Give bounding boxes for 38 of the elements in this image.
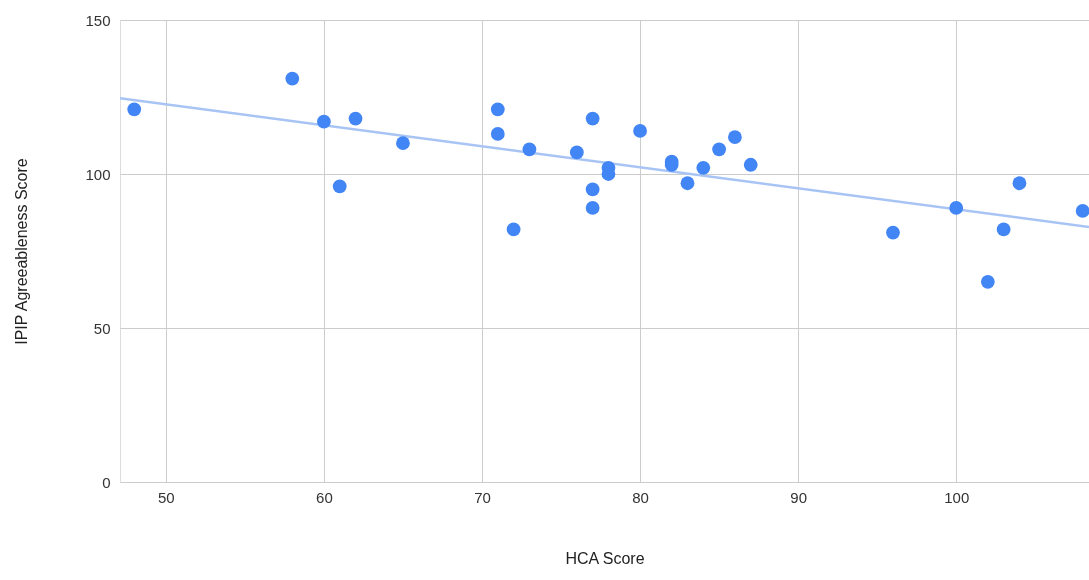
point xyxy=(996,222,1011,237)
point xyxy=(490,127,505,141)
point xyxy=(522,142,537,157)
point xyxy=(743,157,758,172)
point xyxy=(633,124,647,138)
point xyxy=(317,114,331,129)
x-tick-label: 90 xyxy=(790,488,807,506)
x-axis-title: HCA Score xyxy=(565,549,645,567)
point xyxy=(348,111,363,126)
x-tick-label: 50 xyxy=(158,488,175,506)
point xyxy=(396,136,410,151)
x-tick-label: 70 xyxy=(474,488,491,506)
y-tick-label: 0 xyxy=(102,473,111,491)
point xyxy=(949,201,964,215)
y-axis-title: IPIP Agreeableness Score xyxy=(13,158,31,345)
point xyxy=(506,222,521,237)
point xyxy=(569,145,584,160)
point xyxy=(680,176,695,191)
y-tick-label: 100 xyxy=(85,165,111,183)
point xyxy=(127,102,142,117)
y-tick-label: 150 xyxy=(85,11,111,29)
point xyxy=(490,102,505,117)
x-tick-label: 80 xyxy=(632,488,649,506)
point xyxy=(696,160,711,175)
point xyxy=(585,201,600,215)
point xyxy=(980,274,995,289)
point xyxy=(585,182,600,197)
point xyxy=(285,71,300,86)
y-tick-label: 50 xyxy=(93,319,111,337)
point xyxy=(886,225,900,240)
point xyxy=(712,142,726,157)
point xyxy=(585,111,600,126)
point xyxy=(332,179,347,194)
point xyxy=(1012,176,1027,191)
point xyxy=(1075,204,1089,218)
x-tick-label: 60 xyxy=(316,488,333,506)
x-tick-label: 100 xyxy=(944,488,970,506)
point xyxy=(728,130,742,144)
